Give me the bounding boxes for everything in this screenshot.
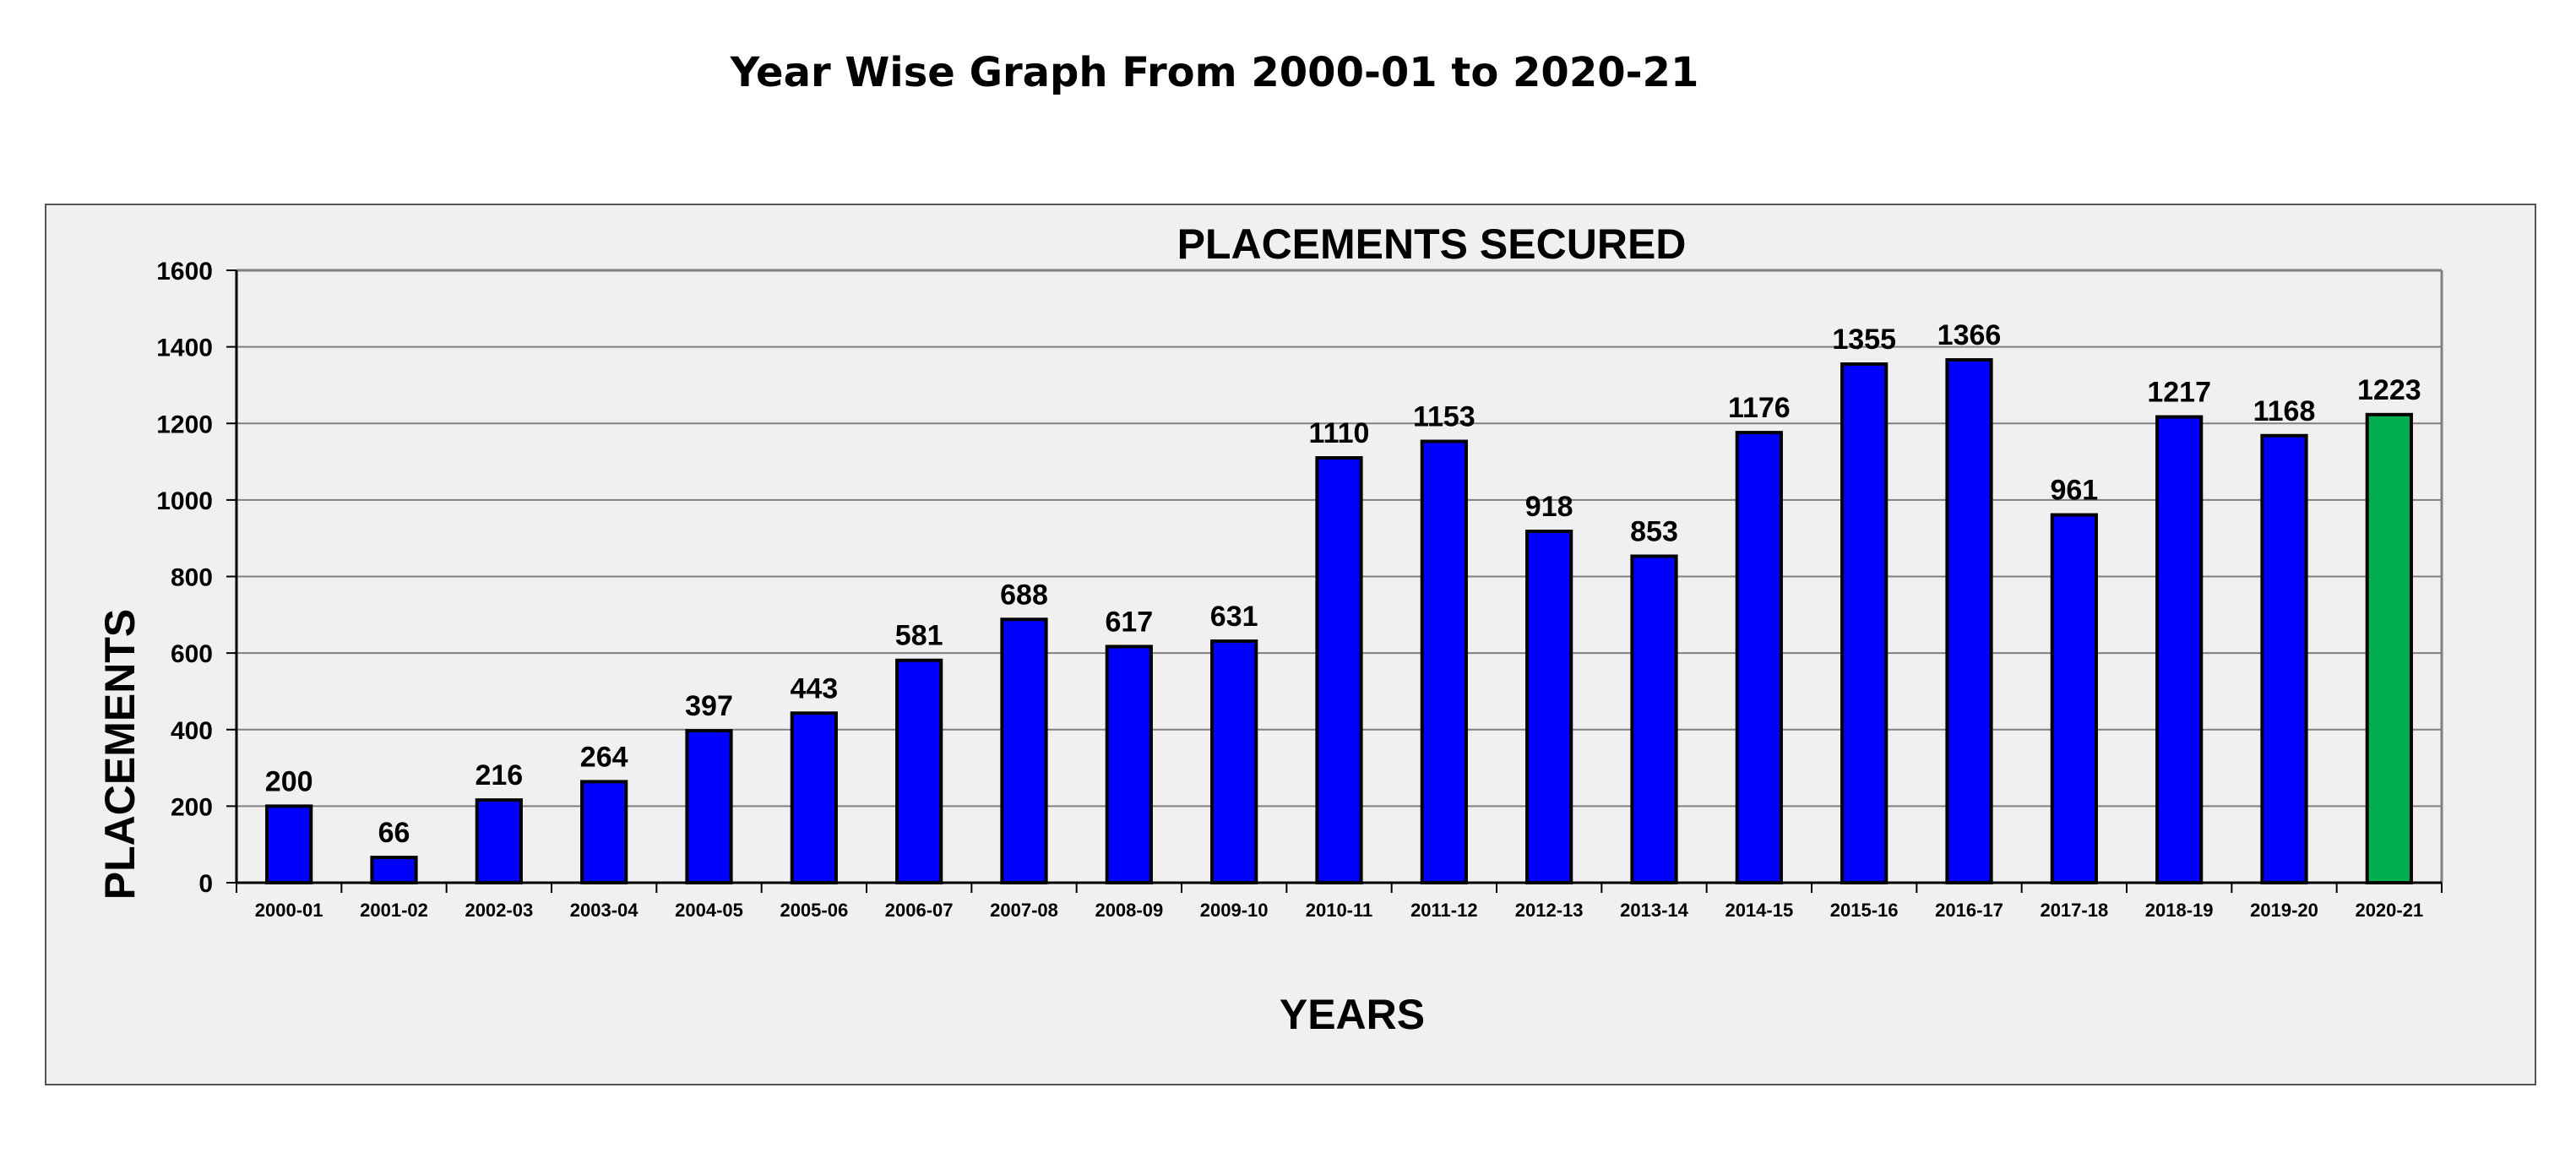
- value-label: 1110: [1309, 417, 1370, 449]
- bar-2008-09: [1105, 645, 1153, 884]
- x-tick-label: 2020-21: [2355, 900, 2423, 921]
- value-labels: 200 66 216 264 397 443 581 688 617 631 1110 1153 918…: [265, 319, 2421, 849]
- y-tick-label: 200: [171, 793, 213, 821]
- x-tick-label: 2001-02: [360, 900, 428, 921]
- x-tick-label: 2006-07: [885, 900, 954, 921]
- y-tick-label: 800: [171, 564, 213, 592]
- value-label: 617: [1105, 606, 1153, 638]
- bar-2018-19: [2155, 415, 2204, 884]
- x-tick-label: 2009-10: [1200, 900, 1269, 921]
- x-tick-label: 2005-06: [780, 900, 848, 921]
- bar-2004-05: [685, 729, 733, 884]
- x-tick-label: 2000-01: [255, 900, 323, 921]
- x-tick-label: 2012-13: [1515, 900, 1584, 921]
- axes: [235, 269, 2443, 884]
- bar-2014-15: [1735, 431, 1783, 884]
- value-label: 918: [1525, 491, 1573, 523]
- bar-2015-16: [1840, 362, 1889, 884]
- value-label: 1223: [2357, 374, 2421, 406]
- value-label: 397: [685, 690, 733, 722]
- x-tick-label: 2002-03: [465, 900, 533, 921]
- bar-2003-04: [580, 780, 628, 884]
- x-tick-label: 2015-16: [1830, 900, 1899, 921]
- bar-chart: PLACEMENTS SECURED PLACEMENTS YEARS 0 200…: [96, 220, 2443, 1038]
- x-tick-label: 2011-12: [1410, 900, 1478, 921]
- bar-2007-08: [1000, 617, 1048, 884]
- bars: [265, 358, 2413, 884]
- x-tick-label: 2019-20: [2250, 900, 2318, 921]
- value-label: 264: [580, 741, 628, 773]
- bar-2013-14: [1630, 554, 1678, 884]
- y-tick-label: 600: [171, 640, 213, 668]
- value-label: 1355: [1832, 324, 1896, 356]
- bar-2012-13: [1525, 530, 1573, 884]
- bar-2020-21: [2365, 412, 2413, 884]
- value-label: 1176: [1728, 392, 1791, 424]
- bar-2009-10: [1210, 639, 1258, 884]
- x-tick-label: 2003-04: [570, 900, 639, 921]
- x-tick-label: 2010-11: [1306, 900, 1373, 921]
- value-label: 66: [378, 817, 410, 849]
- y-tick-label: 1200: [156, 411, 213, 438]
- y-tick-label: 0: [198, 870, 213, 898]
- x-tick-label: 2017-18: [2040, 900, 2108, 921]
- value-label: 581: [895, 620, 943, 652]
- bar-2005-06: [790, 711, 838, 884]
- bar-2011-12: [1420, 439, 1468, 884]
- chart-title: PLACEMENTS SECURED: [1177, 220, 1687, 268]
- value-label: 631: [1210, 601, 1258, 633]
- value-label: 1366: [1937, 319, 2002, 351]
- x-tick-label: 2018-19: [2145, 900, 2214, 921]
- value-label: 1153: [1413, 401, 1475, 433]
- value-label: 1168: [2253, 395, 2316, 427]
- bar-2001-02: [370, 856, 418, 884]
- y-tick-label: 1400: [156, 335, 213, 362]
- x-tick-label: 2013-14: [1620, 900, 1689, 921]
- y-tick-label: 1600: [156, 258, 213, 286]
- value-label: 688: [1000, 579, 1048, 611]
- bar-2019-20: [2260, 433, 2308, 884]
- bar-2002-03: [475, 798, 523, 884]
- bar-2010-11: [1315, 456, 1363, 884]
- value-label: 200: [265, 765, 313, 797]
- y-tick-label: 400: [171, 717, 213, 745]
- bar-2017-18: [2050, 513, 2098, 884]
- x-tick-label: 2004-05: [675, 900, 743, 921]
- x-tick-label: 2008-09: [1095, 900, 1163, 921]
- value-label: 853: [1630, 515, 1678, 547]
- value-label: 216: [475, 759, 523, 791]
- bar-2016-17: [1945, 358, 1993, 884]
- y-axis-ticks: 0 200 400 600 800 1000 1200 1400 1600: [156, 258, 236, 898]
- x-axis-ticks: 2000-01 2001-02 2002-03 2003-04 2004-05 2005-…: [236, 883, 2443, 921]
- value-label: 961: [2050, 475, 2098, 507]
- chart-frame: PLACEMENTS SECURED PLACEMENTS YEARS 0 200…: [45, 204, 2536, 1085]
- value-label: 1217: [2147, 377, 2211, 409]
- x-tick-label: 2007-08: [990, 900, 1058, 921]
- x-axis-label: YEARS: [1280, 991, 1425, 1038]
- y-tick-label: 1000: [156, 487, 213, 515]
- page-title: Year Wise Graph From 2000-01 to 2020-21: [730, 49, 1699, 96]
- value-label: 443: [790, 672, 838, 704]
- bar-2006-07: [895, 658, 943, 884]
- x-tick-label: 2014-15: [1725, 900, 1793, 921]
- bar-2000-01: [265, 804, 313, 884]
- y-axis-label: PLACEMENTS: [96, 609, 144, 900]
- x-tick-label: 2016-17: [1935, 900, 2003, 921]
